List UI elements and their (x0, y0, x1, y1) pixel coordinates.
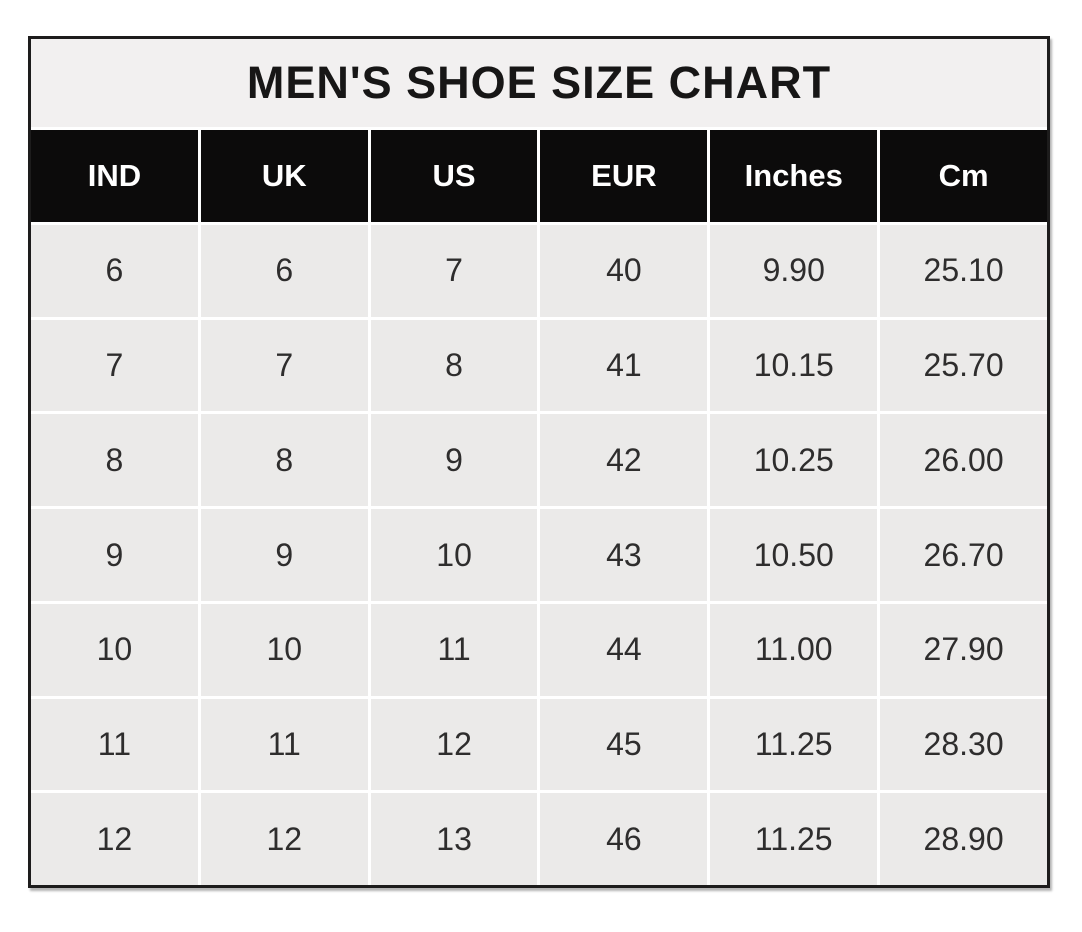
shoe-size-chart-table: MEN'S SHOE SIZE CHART IND UK US EUR Inches Cm… (28, 36, 1050, 888)
table-cell-us: 11 (370, 603, 538, 696)
table-cell-uk: 8 (200, 414, 368, 507)
table-cell-cm: 25.70 (880, 319, 1047, 412)
table-cell-ind: 9 (31, 509, 198, 601)
table-cell-us: 8 (370, 319, 538, 412)
table-cell-cm: 27.90 (880, 603, 1047, 696)
table-row: 9 9 10 43 10.50 26.70 (31, 509, 1047, 601)
table-row: 11 11 12 45 11.25 28.30 (31, 698, 1047, 791)
table-cell-us: 12 (370, 698, 538, 791)
header-cell-ind: IND (31, 130, 198, 222)
table-cell-inches: 11.25 (710, 698, 878, 791)
table-cell-eur: 40 (540, 225, 708, 317)
table-cell-ind: 11 (31, 698, 198, 791)
header-cell-eur: EUR (540, 130, 708, 222)
table-cell-eur: 45 (540, 698, 708, 791)
table-cell-ind: 8 (31, 414, 198, 507)
table-cell-inches: 11.00 (710, 603, 878, 696)
header-cell-cm: Cm (880, 130, 1047, 222)
table-cell-uk: 11 (200, 698, 368, 791)
table-row: 7 7 8 41 10.15 25.70 (31, 319, 1047, 412)
table-cell-inches: 10.25 (710, 414, 878, 507)
table-cell-cm: 26.00 (880, 414, 1047, 507)
table-body: 6 6 7 40 9.90 25.10 7 7 8 41 10.15 25.70 8 8 9 42 10.25 2… (31, 225, 1047, 886)
chart-title: MEN'S SHOE SIZE CHART (31, 39, 1047, 127)
header-cell-us: US (370, 130, 538, 222)
table-cell-uk: 9 (200, 509, 368, 601)
table-cell-cm: 25.10 (880, 225, 1047, 317)
table-cell-cm: 28.90 (880, 793, 1047, 886)
table-cell-inches: 11.25 (710, 793, 878, 886)
table-cell-us: 7 (370, 225, 538, 317)
header-cell-uk: UK (200, 130, 368, 222)
table-cell-eur: 44 (540, 603, 708, 696)
table-cell-uk: 10 (200, 603, 368, 696)
table-cell-cm: 28.30 (880, 698, 1047, 791)
table-cell-uk: 12 (200, 793, 368, 886)
table-cell-eur: 42 (540, 414, 708, 507)
table-cell-eur: 43 (540, 509, 708, 601)
table-cell-eur: 41 (540, 319, 708, 412)
table-cell-uk: 7 (200, 319, 368, 412)
table-cell-ind: 12 (31, 793, 198, 886)
header-cell-inches: Inches (710, 130, 878, 222)
table-row: 6 6 7 40 9.90 25.10 (31, 225, 1047, 317)
table-cell-us: 13 (370, 793, 538, 886)
table-cell-ind: 7 (31, 319, 198, 412)
table-cell-us: 10 (370, 509, 538, 601)
table-cell-ind: 10 (31, 603, 198, 696)
table-cell-inches: 10.50 (710, 509, 878, 601)
table-row: 8 8 9 42 10.25 26.00 (31, 414, 1047, 507)
table-cell-uk: 6 (200, 225, 368, 317)
table-cell-ind: 6 (31, 225, 198, 317)
table-cell-eur: 46 (540, 793, 708, 886)
table-cell-inches: 10.15 (710, 319, 878, 412)
table-row: 12 12 13 46 11.25 28.90 (31, 793, 1047, 886)
table-cell-inches: 9.90 (710, 225, 878, 317)
table-cell-us: 9 (370, 414, 538, 507)
table-row: 10 10 11 44 11.00 27.90 (31, 603, 1047, 696)
table-header-row: IND UK US EUR Inches Cm (31, 130, 1047, 222)
table-cell-cm: 26.70 (880, 509, 1047, 601)
